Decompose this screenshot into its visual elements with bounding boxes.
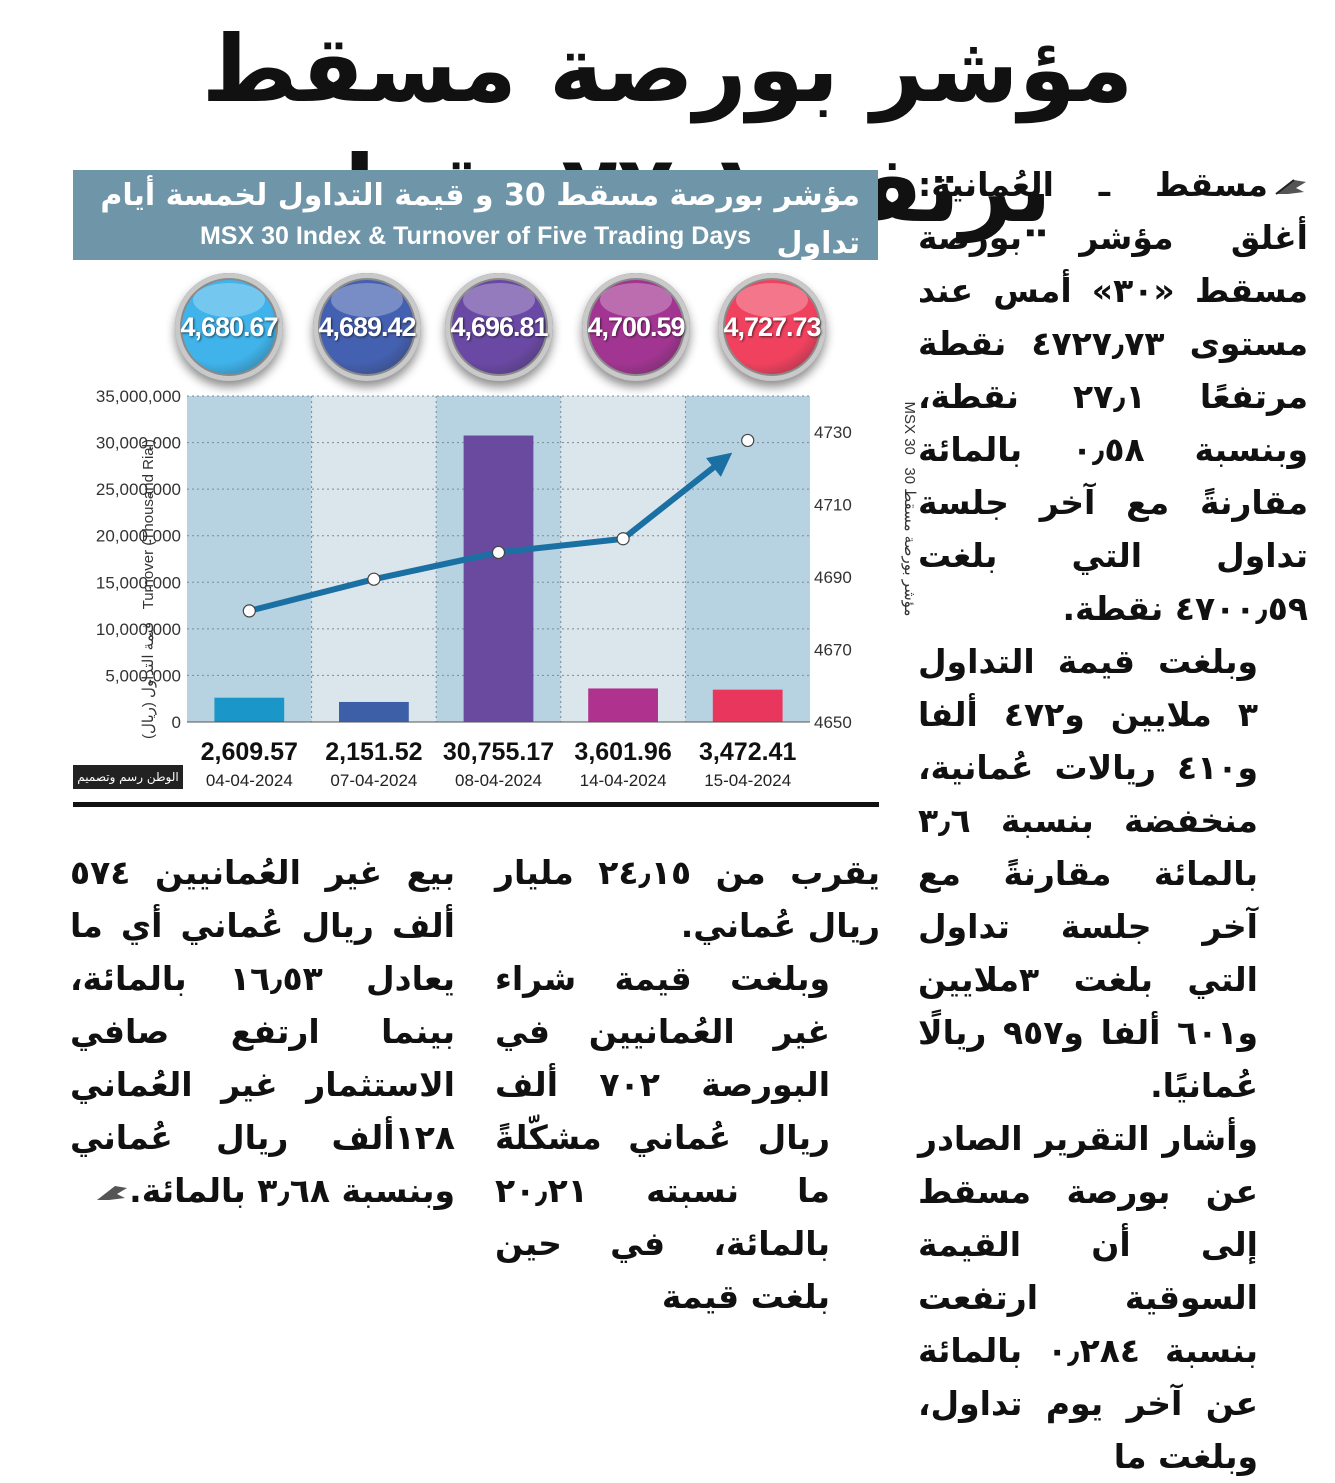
article-paragraph-2: وبلغت قيمة التداول ٣ ملايين و٤٧٢ ألفا و٤… — [918, 642, 1258, 1105]
y-axis-left-label: قيمة التداول (ريال) Turnover (Thousand R… — [140, 439, 157, 739]
date-label: 04-04-2024 — [206, 771, 293, 790]
article-column-left: بيع غير العُمانيين ٥٧٤ ألف ريال عُماني أ… — [70, 846, 455, 1217]
turnover-bar — [463, 435, 534, 722]
turnover-label: 2,151.52 — [325, 738, 422, 766]
date-label: 14-04-2024 — [580, 771, 667, 790]
chart-title-english: MSX 30 Index & Turnover of Five Trading … — [199, 222, 752, 250]
article-paragraph-3: وأشار التقرير الصادر عن بورصة مسقط إلى أ… — [918, 1119, 1258, 1476]
headline: مؤشر بورصة مسقط يرتفع ٢٧٫١ نقطة — [201, 16, 1135, 243]
article-paragraph-4: يقرب من ٢٤٫١٥ مليار ريال عُماني. — [495, 853, 880, 945]
y-tick-left: 0 — [172, 713, 181, 732]
index-point — [491, 545, 506, 560]
y-tick-right: 4650 — [814, 713, 852, 732]
y-tick-left: 30,000,000 — [96, 434, 181, 453]
y-axis-right-label: MSX 30 مؤشر بورصة مسقط 30 — [901, 401, 918, 617]
turnover-label: 3,601.96 — [574, 738, 671, 766]
date-label: 15-04-2024 — [704, 771, 791, 790]
index-point — [367, 572, 381, 586]
index-ball-3: 4,696.81 — [445, 273, 553, 381]
turnover-bar — [214, 697, 285, 722]
article-column-middle: يقرب من ٢٤٫١٥ مليار ريال عُماني. وبلغت ق… — [495, 846, 880, 1323]
index-ball-2: 4,689.42 — [313, 273, 421, 381]
y-tick-left: 35,000,000 — [96, 387, 181, 406]
chart-title-arabic: مؤشر بورصة مسقط 30 و قيمة التداول لخمسة … — [100, 178, 860, 261]
index-point — [741, 433, 755, 448]
chart-credit: الوطن رسم وتصميم — [73, 765, 183, 789]
index-ball-5: 4,727.73 — [718, 273, 826, 381]
turnover-label: 3,472.41 — [699, 738, 796, 766]
y-tick-right: 4730 — [814, 423, 852, 442]
turnover-label: 30,755.17 — [443, 738, 554, 766]
turnover-bar — [339, 701, 409, 722]
article-paragraph-6: بيع غير العُمانيين ٥٧٤ ألف ريال عُماني أ… — [70, 853, 455, 1210]
end-mark-icon — [97, 1185, 128, 1200]
index-point — [242, 604, 256, 618]
chart: مؤشر بورصة مسقط 30 و قيمة التداول لخمسة … — [70, 170, 918, 810]
article-column-right: مسقط ـ العُمانية: أغلق مؤشر بورصة مسقط «… — [918, 158, 1308, 1483]
date-label: 08-04-2024 — [455, 771, 542, 790]
date-label: 07-04-2024 — [330, 771, 417, 790]
article-paragraph-5: وبلغت قيمة شراء غير العُمانيين في البورص… — [495, 959, 830, 1316]
section-divider — [73, 802, 879, 807]
article-paragraph-1: مسقط ـ العُمانية: أغلق مؤشر بورصة مسقط «… — [918, 165, 1309, 628]
y-tick-right: 4690 — [814, 568, 852, 587]
y-tick-right: 4670 — [814, 641, 852, 660]
plot-band — [436, 396, 561, 722]
plot-band — [560, 396, 686, 722]
pen-nib-icon — [1275, 178, 1306, 195]
plot-band — [187, 396, 312, 722]
turnover-bar — [588, 688, 658, 722]
plot-band — [311, 396, 437, 722]
index-line — [248, 452, 733, 614]
turnover-bar — [712, 689, 783, 722]
chart-title-box: مؤشر بورصة مسقط 30 و قيمة التداول لخمسة … — [73, 170, 878, 261]
y-tick-right: 4710 — [814, 496, 852, 515]
index-ball-1: 4,680.67 — [175, 273, 283, 381]
turnover-label: 2,609.57 — [201, 738, 298, 766]
index-ball-4: 4,700.59 — [582, 273, 690, 381]
plot-band — [685, 396, 810, 722]
index-point — [616, 532, 630, 546]
